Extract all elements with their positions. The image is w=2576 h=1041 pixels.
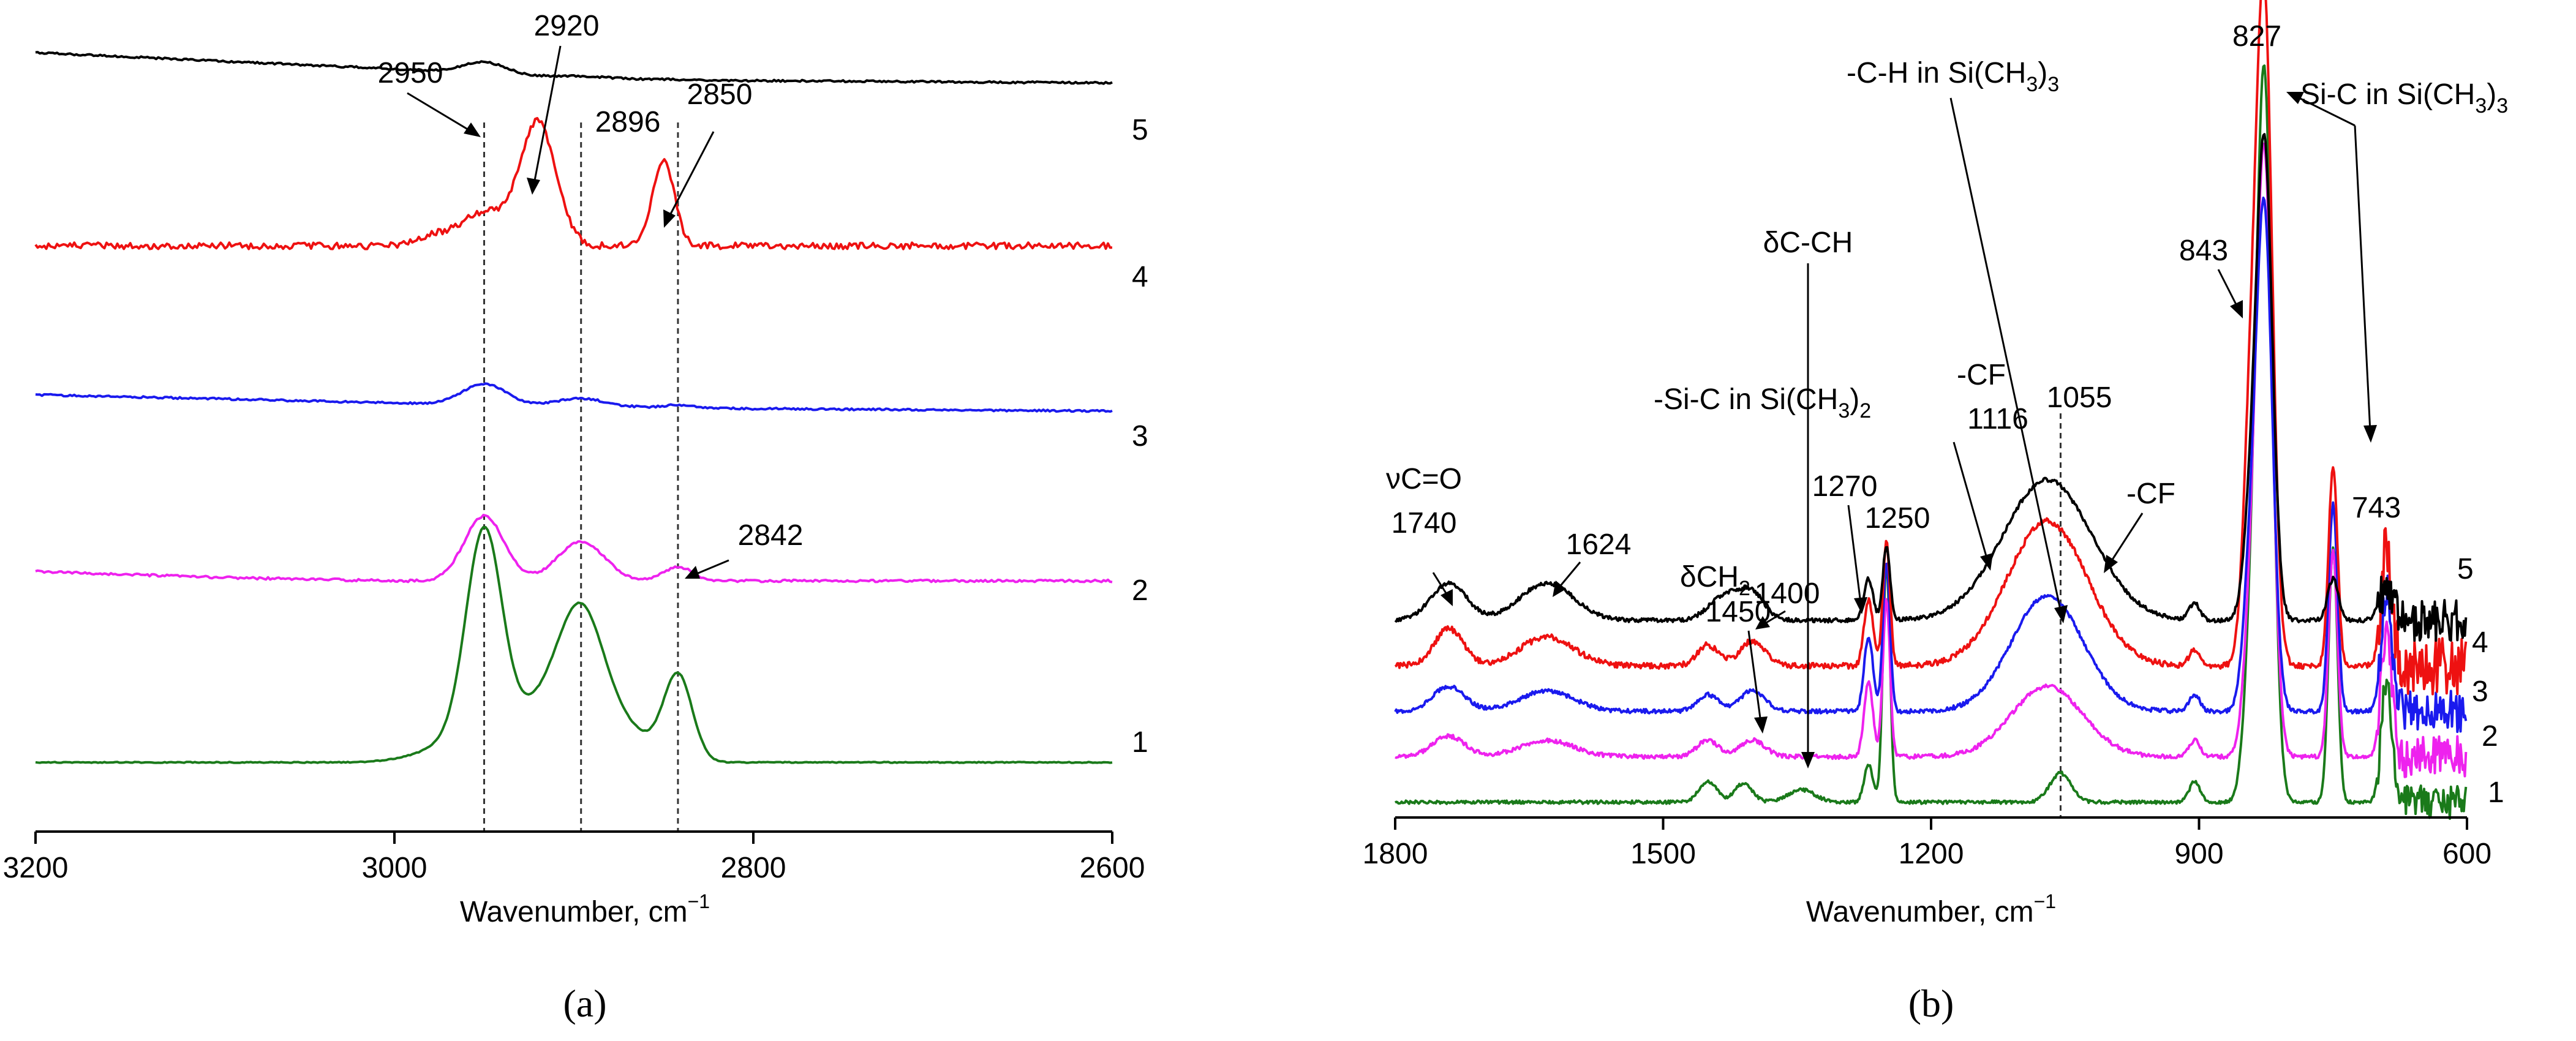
panel-b-label-843: 843 <box>2179 235 2228 267</box>
arrowhead-1624 <box>1553 581 1566 597</box>
panel-a-chart: 3200 3000 2800 2600 Wavenumber, cm−1 5 4 3 … <box>3 10 1148 1025</box>
panel-b-label-SiC-SiCH32: -Si-C in Si(CH3)2 <box>1654 383 1871 423</box>
panel-b-label-CF-top: -CF <box>1957 359 2006 391</box>
arrowhead-1400 <box>1755 616 1770 629</box>
arrow-2850 <box>668 131 715 218</box>
panel-b-label-SiC-SiCH33: -Si-C in Si(CH3)3 <box>2291 78 2508 118</box>
panel-a-label-2920: 2920 <box>534 10 600 42</box>
arrowhead-1740 <box>1441 589 1453 606</box>
panel-b-label-1250: 1250 <box>1865 502 1930 535</box>
arrow-2950 <box>407 92 475 135</box>
panel-b-label: (b) <box>1908 982 1954 1025</box>
panel-b-chart: 1800 1500 1200 900 600 Wavenumber, cm−1 5 4 … <box>1363 0 2508 1025</box>
panel-b-tick-label-1200: 1200 <box>1899 838 1964 870</box>
panel-b-label-vCO: νC=O <box>1386 463 1462 495</box>
panel-a-series-2 <box>35 514 1113 584</box>
panel-a-x-axis-title: Wavenumber, cm−1 <box>460 890 710 928</box>
panel-b-label-dCH2: δCH2 <box>1680 561 1750 600</box>
panel-a-curve-label-4: 4 <box>1132 261 1148 293</box>
panel-a-tick-label-3000: 3000 <box>362 852 427 884</box>
arrowhead-2842 <box>685 566 700 579</box>
panel-b-label-1116: 1116 <box>1967 403 2028 435</box>
arrowhead-2850 <box>663 209 676 228</box>
panel-b-curves <box>1394 0 2468 820</box>
arrowhead-2920 <box>527 178 540 195</box>
arrow-1270 <box>1847 505 1862 604</box>
panel-b-series-2 <box>1395 142 2468 778</box>
panel-a-curves <box>34 51 1113 764</box>
panel-a-tick-label-3200: 3200 <box>3 852 69 884</box>
panel-a-label-2842: 2842 <box>738 519 804 552</box>
panel-a-label-2850: 2850 <box>687 78 753 111</box>
arrowhead-SiC-SiCH3-a <box>2286 92 2304 104</box>
panel-a-label: (a) <box>563 982 606 1025</box>
panel-b-curve-label-2: 2 <box>2482 720 2498 753</box>
arrow-CH-SiCH3 <box>1949 97 2062 613</box>
arrow-SiC-SiCH3-a <box>2296 96 2356 127</box>
panel-b-annotations <box>1432 92 2377 769</box>
panel-a-series-1 <box>35 525 1113 764</box>
panel-b-label-1270: 1270 <box>1812 470 1878 503</box>
panel-b-curve-label-3: 3 <box>2472 675 2488 708</box>
panel-b-curve-label-1: 1 <box>2488 776 2504 809</box>
panel-a-x-ticks: 3200 3000 2800 2600 <box>3 832 1145 884</box>
panel-b-label-743: 743 <box>2352 492 2401 524</box>
arrowhead-1270 <box>1854 597 1867 614</box>
panel-b-tick-label-1800: 1800 <box>1363 838 1428 870</box>
arrowhead-2950 <box>464 122 481 137</box>
panel-a-series-4 <box>34 117 1113 250</box>
panel-b-tick-label-1500: 1500 <box>1630 838 1696 870</box>
panel-a-curve-label-2: 2 <box>1132 574 1148 607</box>
arrowhead-SiC-SiCH3-b <box>2363 425 2377 443</box>
panel-b-label-dC-CH: δC-CH <box>1763 227 1853 259</box>
arrow-CF-1116 <box>1953 442 1989 561</box>
arrowhead-CF <box>2104 555 2118 573</box>
panel-a-curve-label-5: 5 <box>1132 114 1148 146</box>
arrow-CF <box>2109 513 2144 564</box>
panel-b-tick-label-600: 600 <box>2442 838 2491 870</box>
arrowhead-1450 <box>1754 716 1768 734</box>
panel-b-label-1624: 1624 <box>1566 528 1632 561</box>
panel-b-x-axis-title: Wavenumber, cm−1 <box>1806 890 2056 928</box>
panel-b-tick-label-900: 900 <box>2174 838 2223 870</box>
panel-b-label-1400: 1400 <box>1755 577 1820 610</box>
arrow-2842 <box>695 559 729 576</box>
panel-b-label-1450: 1450 <box>1706 596 1771 628</box>
arrow-2920 <box>533 45 562 184</box>
arrow-843 <box>2217 269 2240 310</box>
arrow-SiC-SiCH3-b <box>2354 125 2371 432</box>
arrow-1400 <box>1764 610 1786 625</box>
panel-b-label-1740: 1740 <box>1392 507 1457 539</box>
panel-a-tick-label-2600: 2600 <box>1080 852 1145 884</box>
panel-b-label-827: 827 <box>2232 20 2281 53</box>
arrow-1450 <box>1747 630 1762 723</box>
panel-a-label-2896: 2896 <box>595 106 661 138</box>
panel-b-series-1 <box>1394 64 2468 820</box>
panel-a-series-5 <box>35 51 1113 85</box>
panel-a-annotations <box>407 45 729 579</box>
panel-a-curve-label-3: 3 <box>1132 420 1148 453</box>
panel-b-label-CF: -CF <box>2126 478 2175 510</box>
panel-a-label-2950: 2950 <box>378 57 443 89</box>
panel-a-tick-label-2800: 2800 <box>721 852 786 884</box>
panel-b-series-5 <box>1394 133 2468 642</box>
arrow-1624 <box>1557 562 1581 588</box>
arrowhead-CH-SiCH3 <box>2054 605 2068 623</box>
panel-b-curve-label-5: 5 <box>2457 553 2474 585</box>
panel-b-label-1055: 1055 <box>2047 381 2112 414</box>
panel-b-series-3 <box>1394 197 2468 734</box>
panel-a-curve-label-1: 1 <box>1132 726 1148 759</box>
panel-b-label-CH-SiCH33: -C-H in Si(CH3)3 <box>1847 57 2059 96</box>
arrowhead-dC-CH <box>1801 752 1815 769</box>
panel-b-x-ticks: 1800 1500 1200 900 600 <box>1363 817 2491 870</box>
panel-a-series-3 <box>35 382 1113 413</box>
panel-b-series-4 <box>1394 0 2468 696</box>
arrowhead-843 <box>2230 300 2243 318</box>
panel-b-curve-label-4: 4 <box>2472 626 2488 659</box>
arrowhead-CF-1116 <box>1980 553 1993 571</box>
